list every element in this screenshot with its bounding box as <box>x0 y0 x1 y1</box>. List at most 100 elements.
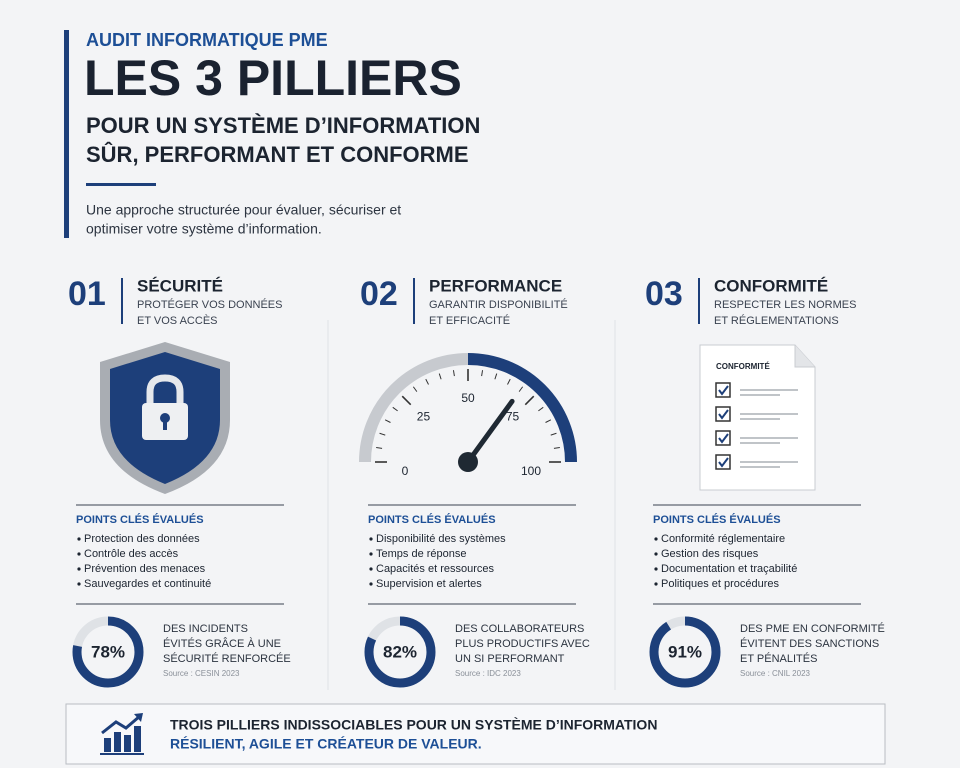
gauge-label: 0 <box>402 464 409 478</box>
gauge-label: 50 <box>461 391 475 405</box>
point: Conformité réglementaire <box>661 533 785 545</box>
growth-icon <box>100 713 144 755</box>
pillar-title: CONFORMITÉ <box>714 276 828 295</box>
bullet <box>77 552 81 556</box>
stat-text: SÉCURITÉ RENFORCÉE <box>163 652 291 665</box>
gauge-tick <box>550 432 557 436</box>
pillar-number: 01 <box>68 275 106 313</box>
gauge-tick <box>518 386 524 392</box>
point: Sauvegardes et continuité <box>84 578 211 590</box>
pillar-number: 03 <box>645 275 683 313</box>
subtitle: POUR UN SYSTÈME D’INFORMATION <box>86 113 480 138</box>
kicker: AUDIT INFORMATIQUE PME <box>86 30 328 50</box>
subtitle: SÛR, PERFORMANT ET CONFORME <box>86 142 469 167</box>
points-title: POINTS CLÉS ÉVALUÉS <box>653 513 781 526</box>
stat-text: PLUS PRODUCTIFS AVEC <box>455 638 590 650</box>
number-divider <box>413 278 415 324</box>
footer-text: RÉSILIENT, AGILE ET CRÉATEUR DE VALEUR. <box>170 736 482 752</box>
points-title: POINTS CLÉS ÉVALUÉS <box>76 513 204 526</box>
donut-label: 91% <box>668 642 702 661</box>
gauge-needle <box>465 398 515 465</box>
donut-arc <box>72 616 144 688</box>
number-divider <box>698 278 700 324</box>
gauge-band <box>467 353 577 463</box>
donut-label: 78% <box>91 642 125 661</box>
intro: Une approche structurée pour évaluer, sé… <box>86 202 401 218</box>
gauge-label: 25 <box>417 410 431 424</box>
donut-label: 82% <box>383 642 417 661</box>
stat-text: DES COLLABORATEURS <box>455 623 584 635</box>
point: Contrôle des accès <box>84 548 179 560</box>
gauge-hub <box>458 452 478 472</box>
pillar-number: 02 <box>360 275 398 313</box>
pillar-subtitle: RESPECTER LES NORMES <box>714 299 856 311</box>
main-title: LES 3 PILLIERS <box>84 50 462 106</box>
point: Temps de réponse <box>376 548 467 560</box>
donut-arc <box>364 616 436 688</box>
shield-icon <box>100 342 230 494</box>
stat-text: ÉVITÉS GRÂCE À UNE <box>163 637 281 650</box>
gauge-tick <box>392 406 398 412</box>
bullet <box>654 567 658 571</box>
bullet <box>369 567 373 571</box>
pillar-title: PERFORMANCE <box>429 276 562 295</box>
point: Politiques et procédures <box>661 578 780 590</box>
points-title: POINTS CLÉS ÉVALUÉS <box>368 513 496 526</box>
pillar-title: SÉCURITÉ <box>137 276 223 295</box>
accent-bar <box>64 30 69 238</box>
pillar-subtitle: ET VOS ACCÈS <box>137 314 218 327</box>
bullet <box>77 567 81 571</box>
pillar-subtitle: GARANTIR DISPONIBILITÉ <box>429 298 568 311</box>
gauge-tick <box>452 370 455 377</box>
footer-text: TROIS PILLIERS INDISSOCIABLES POUR UN SY… <box>170 717 657 733</box>
bullet <box>654 582 658 586</box>
pillar-subtitle: ET EFFICACITÉ <box>429 314 510 327</box>
bullet <box>654 552 658 556</box>
gauge-tick <box>384 419 391 423</box>
pillar-subtitle: PROTÉGER VOS DONNÉES <box>137 298 282 311</box>
bullet <box>369 582 373 586</box>
gauge-tick <box>553 446 560 449</box>
donut-arc <box>649 616 721 688</box>
stat-text: UN SI PERFORMANT <box>455 653 565 665</box>
point: Capacités et ressources <box>376 563 494 575</box>
gauge-label: 100 <box>521 464 541 478</box>
gauge-tick <box>481 370 484 377</box>
pillar-subtitle: ET RÉGLEMENTATIONS <box>714 314 839 327</box>
gauge-tick <box>494 373 498 380</box>
stat-text: DES INCIDENTS <box>163 623 248 635</box>
number-divider <box>121 278 123 324</box>
footer-box <box>65 703 886 765</box>
gauge-tick <box>507 378 511 385</box>
point: Gestion des risques <box>661 548 759 560</box>
bullet <box>654 537 658 541</box>
stat-source: Source : IDC 2023 <box>455 669 521 678</box>
gauge-tick <box>545 419 552 423</box>
point: Disponibilité des systèmes <box>376 533 506 545</box>
stat-text: DES PME EN CONFORMITÉ <box>740 622 885 635</box>
gauge-track <box>359 353 469 463</box>
document-icon <box>699 344 816 491</box>
gauge-label: 75 <box>506 410 520 424</box>
underline <box>86 183 156 186</box>
gauge-tick <box>379 432 386 436</box>
gauge-tick <box>425 378 429 385</box>
point: Prévention des menaces <box>84 563 206 575</box>
gauge-tick <box>524 395 535 406</box>
document-label: CONFORMITÉ <box>716 362 770 371</box>
bullet <box>369 552 373 556</box>
gauge-tick <box>401 395 412 406</box>
point: Documentation et traçabilité <box>661 563 797 575</box>
gauge-tick <box>412 386 418 392</box>
stat-source: Source : CESIN 2023 <box>163 669 240 678</box>
gauge-tick <box>438 373 442 380</box>
point: Supervision et alertes <box>376 578 482 590</box>
bullet <box>369 537 373 541</box>
stat-text: ÉVITENT DES SANCTIONS <box>740 637 879 650</box>
bullet <box>77 582 81 586</box>
gauge-tick <box>376 446 383 449</box>
point: Protection des données <box>84 533 200 545</box>
intro: optimiser votre système d’information. <box>86 221 322 237</box>
gauge-tick <box>538 406 544 412</box>
